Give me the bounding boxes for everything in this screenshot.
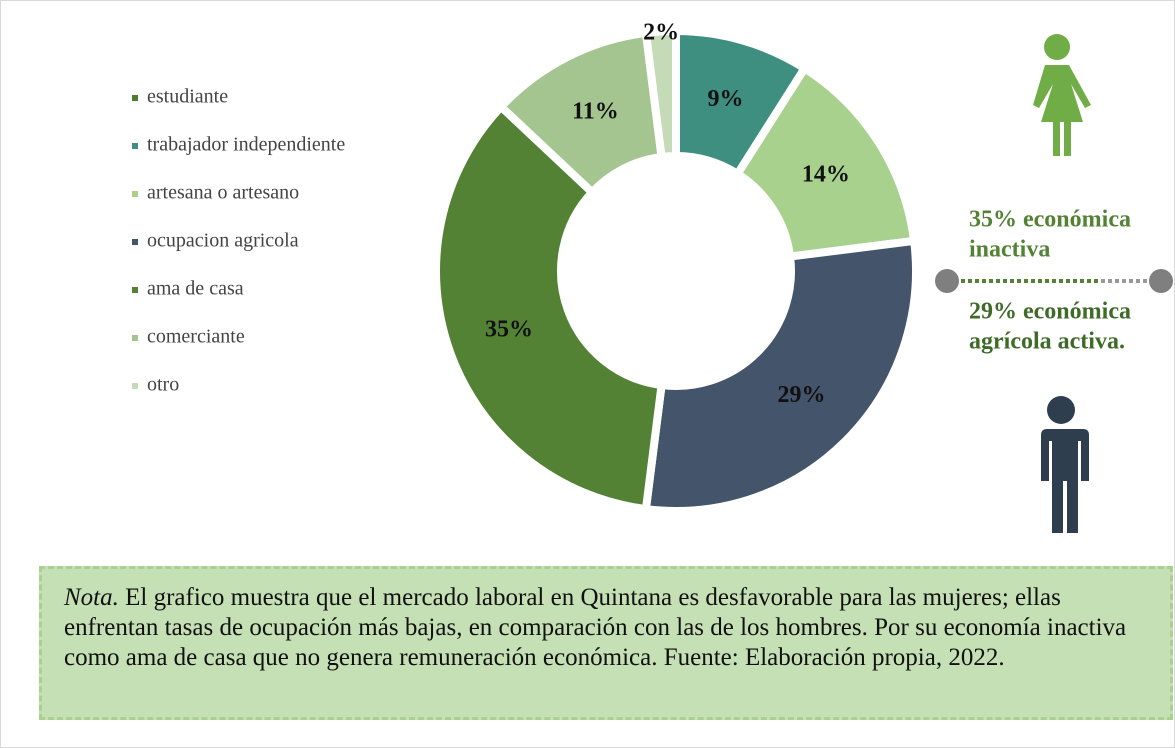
legend-label: trabajador independiente: [147, 134, 345, 156]
data-label: 11%: [572, 98, 619, 124]
note: Nota. El grafico muestra que el mercado …: [39, 566, 1173, 720]
legend-label: ocupacion agricola: [147, 230, 299, 252]
legend-label: estudiante: [147, 86, 228, 108]
woman-head: [1044, 34, 1070, 60]
legend-label: comerciante: [147, 326, 245, 348]
data-label: 9%: [708, 86, 744, 112]
chart: 9% 14% 29% 35% 11% 2% estudiante trabajador ind…: [132, 19, 1173, 533]
legend-label: artesana o artesano: [147, 182, 299, 204]
annotation: 29% económica: [969, 299, 1131, 325]
annotation: agrícola activa.: [969, 329, 1125, 355]
data-label: 35%: [485, 317, 533, 343]
man-head: [1047, 396, 1075, 424]
data-label: 14%: [802, 161, 850, 187]
legend-swatch: [132, 287, 138, 293]
data-label: 2%: [643, 19, 679, 45]
data-label: 29%: [778, 382, 826, 408]
slice: [641, 26, 680, 162]
slice: [732, 62, 919, 262]
legend-swatch: [132, 191, 138, 197]
legend-label: ama de casa: [147, 278, 244, 300]
slice: [432, 101, 667, 514]
legend-swatch: [132, 143, 138, 149]
legend-label: otro: [147, 374, 179, 396]
note-text: El grafico muestra que el mercado labora…: [64, 584, 1127, 671]
slice: [641, 236, 920, 515]
legend-swatch: [132, 335, 138, 341]
woman-icon: [1033, 65, 1091, 156]
connector-end: [935, 269, 959, 293]
legend-swatch: [132, 95, 138, 101]
legend-swatch: [132, 383, 138, 389]
legend-swatch: [132, 239, 138, 245]
connector-end: [1149, 269, 1173, 293]
annotation: 35% económica: [969, 207, 1131, 233]
annotation: inactiva: [969, 237, 1050, 263]
man-icon: [1039, 429, 1089, 533]
note-label: Nota.: [64, 584, 119, 611]
